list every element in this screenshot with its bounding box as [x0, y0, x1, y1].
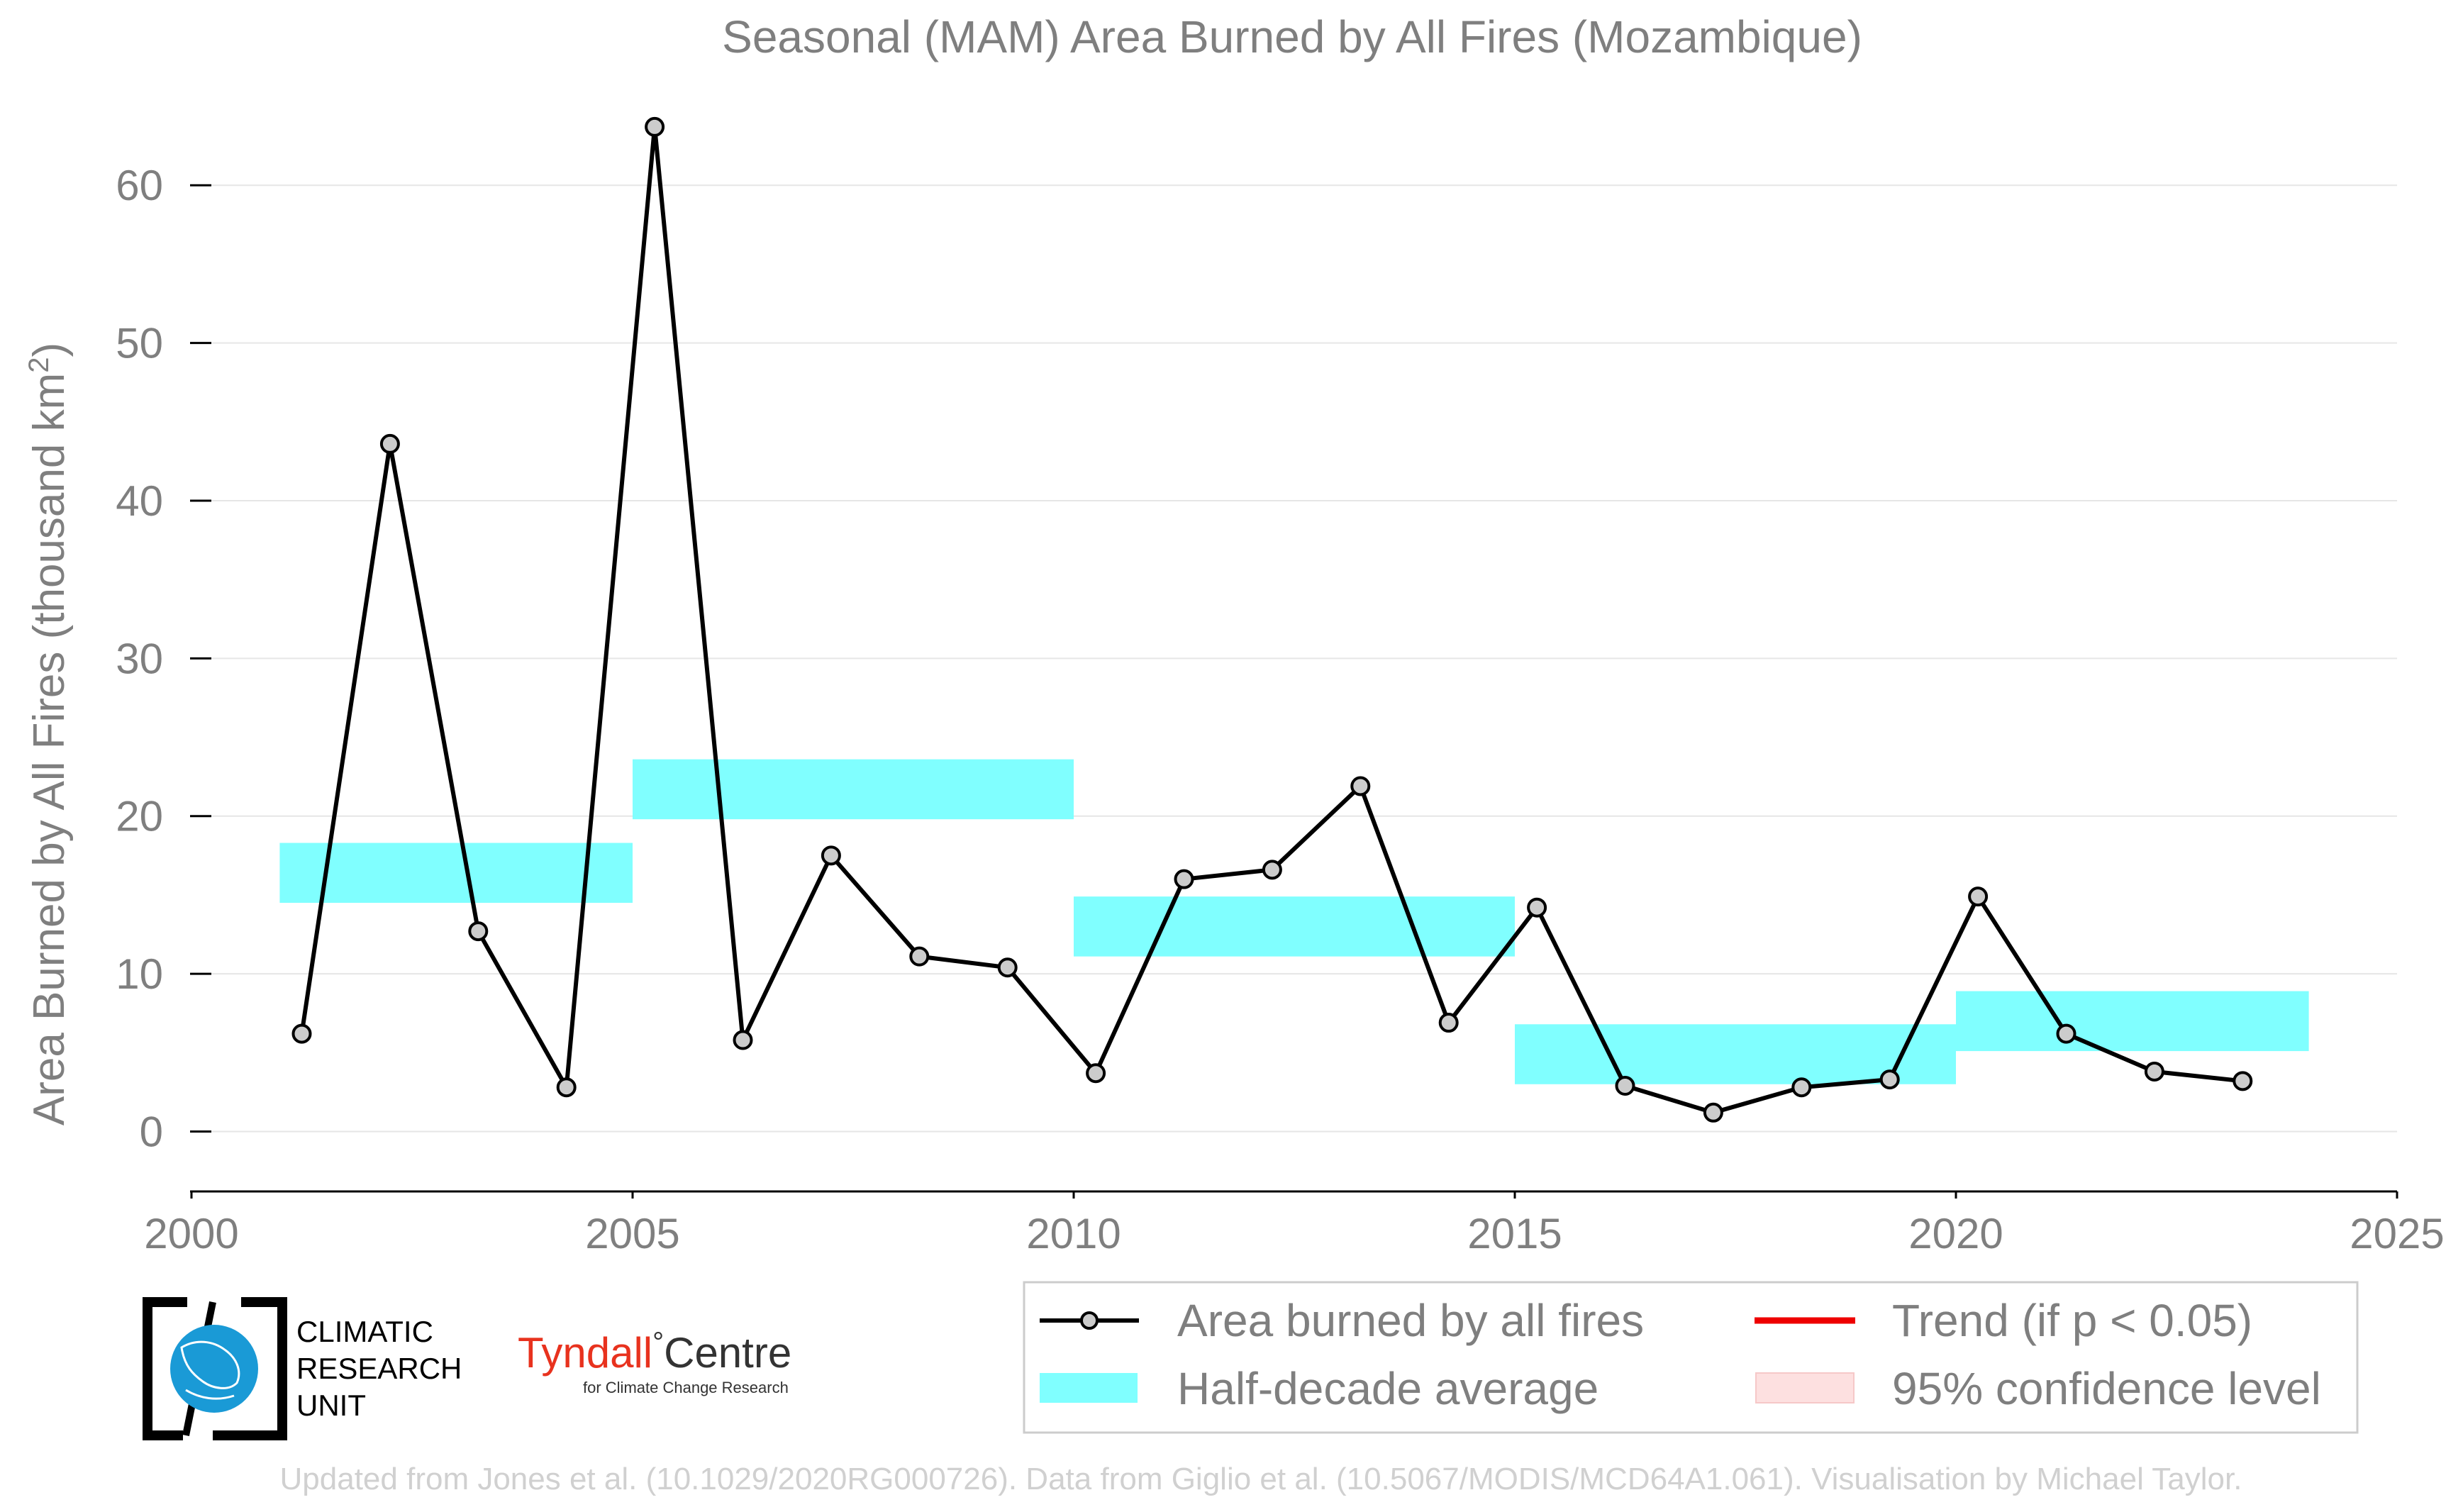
y-tick-label: 60	[116, 162, 163, 209]
data-point	[379, 433, 400, 454]
legend-label-area-burned: Area burned by all fires	[1177, 1295, 1644, 1346]
y-tick-labels: 0 10 20 30 40 50 60	[116, 162, 163, 1155]
y-tick-label: 40	[116, 477, 163, 525]
data-point	[2144, 1061, 2164, 1082]
half-decade-averages	[279, 759, 2309, 1084]
legend-box	[1023, 1281, 2359, 1434]
data-point	[645, 116, 665, 137]
x-tick-label: 2020	[1908, 1210, 2003, 1257]
y-tick-label: 30	[116, 635, 163, 682]
half-decade-bar	[279, 843, 633, 904]
data-point	[1615, 1076, 1635, 1096]
half-decade-bar	[1074, 896, 1515, 957]
data-point	[1350, 776, 1371, 796]
data-point	[1174, 869, 1194, 889]
data-point	[733, 1030, 753, 1050]
data-point	[1968, 886, 1989, 907]
legend-label-confidence: 95% confidence level	[1892, 1363, 2321, 1414]
legend-swatch-confidence	[1755, 1372, 1855, 1403]
data-point	[1527, 897, 1547, 918]
gridlines	[190, 184, 2397, 1133]
legend-label-trend: Trend (if p < 0.05)	[1892, 1295, 2252, 1346]
chart-title: Seasonal (MAM) Area Burned by All Fires …	[722, 11, 1862, 62]
series-area-burned	[291, 116, 2253, 1123]
globe-land-icon	[180, 1340, 240, 1389]
data-point	[1438, 1013, 1459, 1033]
half-decade-bar	[1956, 991, 2309, 1052]
data-point	[1791, 1077, 1812, 1098]
data-point	[2056, 1023, 2076, 1044]
cru-bracket-right	[213, 1297, 287, 1440]
data-point	[909, 946, 930, 967]
x-tick-label: 2010	[1026, 1210, 1121, 1257]
cru-bracket-left	[143, 1297, 187, 1440]
data-point	[468, 921, 489, 942]
data-point	[1262, 860, 1282, 880]
x-tick-label: 2000	[144, 1210, 238, 1257]
y-tick-label: 0	[140, 1108, 163, 1155]
legend-label-half-decade: Half-decade average	[1177, 1363, 1599, 1414]
tyndall-wordmark: Tyndall°Centre	[518, 1327, 791, 1377]
tyndall-subtitle: for Climate Change Research	[583, 1379, 789, 1396]
x-tick-label: 2005	[585, 1210, 679, 1257]
y-axis-label: Area Burned by All Fires (thousand km2)	[23, 343, 74, 1125]
x-tick-label: 2015	[1467, 1210, 1562, 1257]
data-point	[997, 957, 1018, 978]
cru-text-line1: CLIMATIC	[296, 1315, 433, 1348]
globe-land-icon-2	[185, 1389, 235, 1400]
cru-text-line3: UNIT	[296, 1389, 366, 1422]
data-point	[291, 1023, 312, 1044]
data-point	[1879, 1069, 1900, 1090]
data-point	[2233, 1071, 2253, 1091]
data-point	[1703, 1102, 1723, 1123]
legend: Area burned by all fires Trend (if p < 0…	[1023, 1281, 2359, 1434]
x-axis-ticks: 2000 2005 2010 2015 2020 2025	[144, 1191, 2445, 1257]
legend-swatch-marker	[1080, 1311, 1099, 1330]
cru-text-line2: RESEARCH	[296, 1352, 462, 1385]
half-decade-bar	[633, 759, 1074, 820]
data-point	[1086, 1063, 1106, 1084]
credit-line: Updated from Jones et al. (10.1029/2020R…	[280, 1462, 2242, 1496]
data-point	[821, 845, 841, 866]
legend-swatch-half-decade	[1040, 1373, 1138, 1403]
x-tick-label: 2025	[2350, 1210, 2444, 1257]
cru-logo: CLIMATIC RESEARCH UNIT	[143, 1297, 462, 1440]
series-line	[299, 124, 2243, 1115]
y-tick-label: 50	[116, 320, 163, 367]
tyndall-logo: Tyndall°Centre for Climate Change Resear…	[518, 1327, 791, 1396]
globe-icon	[170, 1325, 258, 1413]
data-point	[556, 1077, 577, 1098]
y-tick-label: 20	[116, 793, 163, 840]
y-tick-label: 10	[116, 950, 163, 998]
